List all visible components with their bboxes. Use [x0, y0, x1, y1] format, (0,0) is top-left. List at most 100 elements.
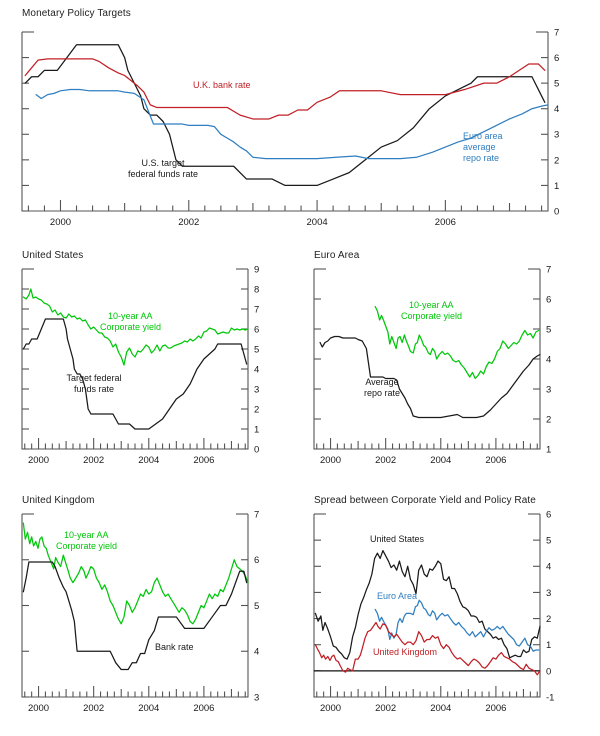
y-tick-label: 5	[254, 601, 259, 612]
y-tick-label: 0	[546, 666, 551, 677]
series-line-average-repo-rate	[319, 335, 541, 419]
annotation-label: Corporate yield	[401, 311, 462, 321]
y-tick-label: 5	[554, 79, 559, 90]
panel-euro-area: Euro Area 1 2 3 4 5 6 7 2000 2002 2004 2006 10-year…	[300, 245, 600, 490]
y-tick-label: 1	[546, 640, 551, 651]
panel-united-kingdom: United Kingdom 3 4 5 6 7 2000 2002 2004 2006 10-y…	[0, 490, 300, 736]
panel-title-united-kingdom: United Kingdom	[22, 495, 95, 506]
y-tick-label: 3	[546, 588, 551, 599]
chart-monetary-policy-targets: 0 1 2 3 4 5 6 7 2000 2002 2004 2006 U.K. bank rate U.…	[21, 27, 559, 228]
chart-united-kingdom: 3 4 5 6 7 2000 2002 2004 2006 10-year AACorporate…	[21, 509, 259, 714]
x-tick-label: 2004	[307, 217, 328, 228]
annotation-label: Euro area	[463, 131, 503, 141]
panel-united-states: United States 0 1 2 3 4 5 6 7 8 9 2000 2002 2004 2006…	[0, 245, 300, 490]
chart-euro-area: 1 2 3 4 5 6 7 2000 2002 2004 2006 10-year AACorpora…	[313, 264, 551, 466]
panel-title-united-states: United States	[22, 250, 84, 261]
series-line-euro-area-average-repo-rate	[35, 88, 549, 160]
y-tick-label: 3	[546, 384, 551, 395]
y-tick-label: 5	[254, 344, 259, 355]
annotation-label: repo rate	[463, 153, 499, 163]
y-tick-label: 2	[554, 155, 559, 166]
x-tick-label: 2000	[50, 217, 71, 228]
y-tick-label: 2	[546, 414, 551, 425]
series-line-10-year-aa-corporate-yield	[374, 305, 540, 380]
annotation-label: U.K. bank rate	[193, 80, 251, 90]
x-tick-label: 2002	[83, 455, 104, 466]
annotation-label: Euro Area	[377, 591, 417, 601]
x-tick-label: 2004	[430, 455, 451, 466]
y-tick-label: 4	[546, 354, 551, 365]
annotation-label: 10-year AA	[409, 300, 454, 310]
x-tick-label: 2000	[28, 703, 49, 714]
y-tick-label: 4	[254, 647, 259, 658]
y-tick-label: 9	[254, 264, 259, 275]
x-tick-label: 2000	[320, 455, 341, 466]
chart-united-states: 0 1 2 3 4 5 6 7 8 9 2000 2002 2004 2006 10-year AACorp…	[21, 264, 259, 466]
x-tick-label: 2006	[485, 703, 506, 714]
x-tick-label: 2004	[430, 703, 451, 714]
series-line-united-kingdom	[314, 621, 541, 676]
annotation-label: Target federal	[66, 373, 121, 383]
y-tick-label: -1	[546, 692, 554, 703]
x-tick-label: 2006	[193, 703, 214, 714]
y-tick-label: 0	[254, 444, 259, 455]
series-line-euro-area	[374, 599, 540, 652]
panel-title-euro-area: Euro Area	[314, 250, 360, 261]
y-tick-label: 1	[254, 424, 259, 435]
y-tick-label: 0	[554, 206, 559, 217]
y-tick-label: 7	[254, 509, 259, 520]
series-line-united-states	[314, 549, 541, 660]
x-tick-label: 2002	[178, 217, 199, 228]
y-tick-label: 2	[546, 614, 551, 625]
x-tick-label: 2004	[138, 703, 159, 714]
y-tick-label: 6	[546, 294, 551, 305]
panel-title-monetary-policy-targets: Monetary Policy Targets	[22, 8, 131, 19]
y-tick-label: 7	[546, 264, 551, 275]
annotation-label: average	[463, 142, 496, 152]
series-line-bank-rate	[22, 561, 248, 671]
axis-frame	[313, 269, 541, 450]
y-tick-label: 8	[254, 284, 259, 295]
y-tick-label: 6	[254, 324, 259, 335]
annotation-label: federal funds rate	[128, 169, 198, 179]
x-tick-label: 2000	[28, 455, 49, 466]
y-tick-label: 2	[254, 404, 259, 415]
x-tick-label: 2006	[435, 217, 456, 228]
annotation-label: 10-year AA	[64, 530, 109, 540]
x-tick-label: 2004	[138, 455, 159, 466]
annotation-label: U.S. target	[141, 158, 185, 168]
annotation-label: Average	[365, 377, 398, 387]
annotation-label: United Kingdom	[373, 647, 437, 657]
annotation-label: 10-year AA	[108, 311, 153, 321]
annotation-label: United States	[370, 534, 425, 544]
y-tick-label: 7	[254, 304, 259, 315]
x-tick-label: 2000	[320, 703, 341, 714]
y-tick-label: 5	[546, 324, 551, 335]
x-tick-label: 2002	[375, 703, 396, 714]
y-tick-label: 4	[554, 104, 559, 115]
annotation-label: funds rate	[74, 384, 114, 394]
y-tick-label: 6	[546, 509, 551, 520]
y-tick-label: 1	[554, 181, 559, 192]
series-line-10-year-aa-corporate-yield	[22, 288, 249, 366]
x-tick-label: 2006	[485, 455, 506, 466]
panel-monetary-policy-targets: Monetary Policy Targets 0 1 2 3 4 5 6 7 2000 2002…	[0, 0, 600, 245]
y-tick-label: 4	[546, 562, 551, 573]
y-tick-label: 6	[254, 555, 259, 566]
y-tick-label: 4	[254, 364, 259, 375]
axis-frame	[21, 32, 549, 212]
annotation-label: Bank rate	[155, 642, 194, 652]
y-tick-label: 3	[554, 130, 559, 141]
y-tick-label: 6	[554, 53, 559, 64]
chart-spread: -1 0 1 2 3 4 5 6 2000 2002 2004 2006 United States Eu…	[313, 509, 554, 714]
y-tick-label: 3	[254, 692, 259, 703]
y-tick-label: 3	[254, 384, 259, 395]
y-tick-label: 5	[546, 536, 551, 547]
y-tick-label: 7	[554, 27, 559, 38]
x-tick-label: 2002	[83, 703, 104, 714]
series-line-u-k-bank-rate	[24, 58, 546, 120]
x-tick-label: 2006	[193, 455, 214, 466]
axis-frame	[21, 269, 249, 450]
panel-spread: Spread between Corporate Yield and Polic…	[300, 490, 600, 736]
y-tick-label: 1	[546, 444, 551, 455]
